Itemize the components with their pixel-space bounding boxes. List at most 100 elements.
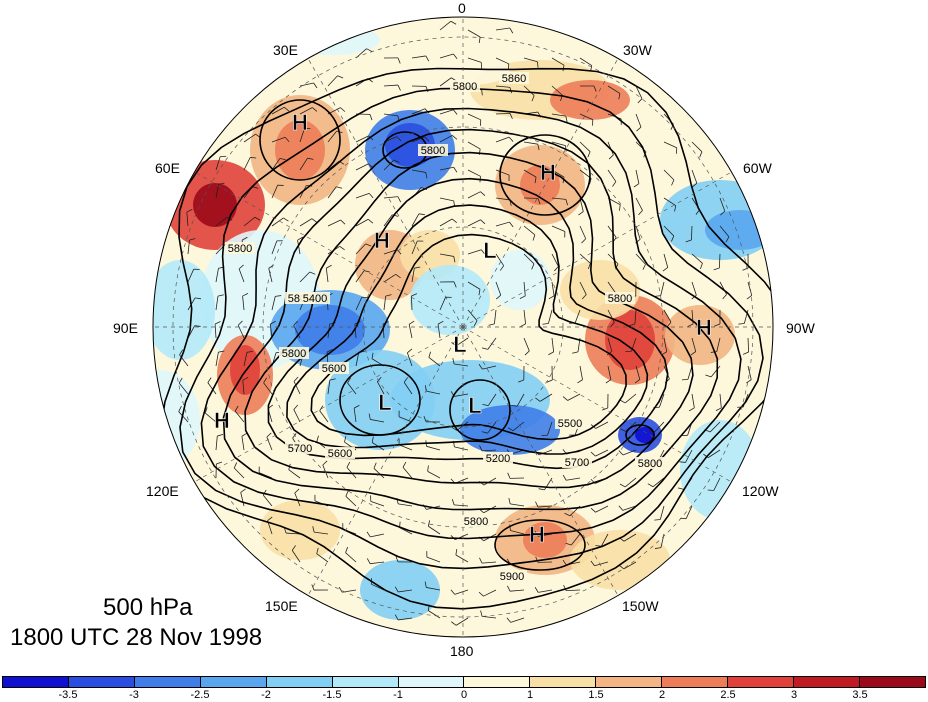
wind-barb xyxy=(523,309,526,324)
wind-barb-flag xyxy=(336,186,343,189)
wind-barb-flag xyxy=(481,89,483,96)
wind-barb xyxy=(713,477,721,491)
lon-120w: 120W xyxy=(742,483,779,499)
wind-barb-flag xyxy=(671,235,675,242)
wind-barb xyxy=(241,436,245,451)
wind-barb-flag xyxy=(578,211,584,216)
wind-barb xyxy=(426,390,441,395)
wind-barb xyxy=(551,337,555,352)
wind-barb xyxy=(271,296,276,311)
wind-barb-flag xyxy=(316,547,319,554)
svg-text:5500: 5500 xyxy=(558,418,582,430)
wind-barb xyxy=(286,532,301,535)
contour-label: 5400 xyxy=(300,292,330,305)
wind-barb xyxy=(579,57,592,66)
wind-barb xyxy=(439,53,454,59)
wind-barb xyxy=(355,243,366,255)
wind-barb-flag xyxy=(478,36,481,43)
wind-barb xyxy=(510,503,525,507)
wind-barb xyxy=(215,268,219,283)
svg-text:5600: 5600 xyxy=(322,363,346,375)
wind-barb-flag xyxy=(396,136,402,142)
colorbar-swatch xyxy=(596,677,663,687)
wind-barb-flag xyxy=(237,320,243,326)
svg-text:5800: 5800 xyxy=(453,81,477,93)
wind-barb-flag xyxy=(593,85,597,92)
wind-barb xyxy=(186,212,189,227)
wind-barb xyxy=(439,166,454,171)
wind-barb xyxy=(635,365,641,380)
wind-barb xyxy=(654,421,665,433)
wind-barb-flag xyxy=(451,621,457,626)
wind-barb xyxy=(467,57,482,63)
wind-barb xyxy=(355,135,369,143)
wind-barb-flag xyxy=(337,75,344,79)
wind-barb-flag xyxy=(452,358,455,365)
wind-barb xyxy=(467,113,481,121)
wind-barb xyxy=(439,253,454,257)
wind-barb xyxy=(299,128,305,143)
wind-barb-flag xyxy=(511,405,518,407)
wind-barb-flag xyxy=(548,351,554,356)
wind-barb-flag xyxy=(480,219,486,225)
pressure-centers: H H H H H H L L L L xyxy=(214,110,712,548)
wind-barb xyxy=(607,309,615,323)
colorbar-tick-label: -1.5 xyxy=(322,689,342,701)
wind-barb xyxy=(411,213,420,227)
lon-150w: 150W xyxy=(622,598,659,614)
wind-barb-flag xyxy=(254,216,261,221)
wind-barb-flag xyxy=(481,347,488,350)
wind-barb-flag xyxy=(564,512,571,517)
wind-barb xyxy=(624,477,637,488)
wind-barb-flag xyxy=(366,48,372,52)
wind-barb xyxy=(495,85,510,88)
anomaly-blob xyxy=(490,250,550,310)
high-pressure-center: H xyxy=(374,228,390,253)
wind-barb-flag xyxy=(638,210,643,216)
wind-barb xyxy=(207,382,217,395)
wind-barb-flag xyxy=(554,266,559,272)
height-contour xyxy=(267,177,669,470)
wind-barb xyxy=(467,249,482,255)
wind-barb-flag xyxy=(534,587,539,593)
wind-barb-flag xyxy=(424,581,427,588)
wind-barb xyxy=(579,113,593,121)
meridian-line xyxy=(194,326,464,483)
svg-text:5700: 5700 xyxy=(565,457,589,469)
latitude-circle xyxy=(362,226,564,428)
wind-barb-flag xyxy=(284,136,290,143)
wind-barb xyxy=(634,309,637,324)
wind-barb-flag xyxy=(369,114,373,121)
wind-barb-flag xyxy=(722,294,727,300)
wind-barb-flag xyxy=(326,349,333,353)
low-pressure-center: L xyxy=(453,332,466,357)
wind-barb xyxy=(538,589,553,593)
wind-barb xyxy=(607,281,617,294)
wind-barb xyxy=(510,589,525,592)
wind-barb xyxy=(345,496,357,507)
wind-barb xyxy=(370,533,385,538)
wind-barb xyxy=(455,554,469,563)
wind-barb xyxy=(426,556,441,563)
wind-barb-flag xyxy=(542,323,549,325)
wind-barb-flag xyxy=(743,351,749,355)
wind-barb-flag xyxy=(425,55,430,62)
wind-barb xyxy=(327,219,341,227)
wind-barb xyxy=(487,393,497,406)
wind-barb xyxy=(663,197,676,206)
wind-barb xyxy=(426,445,441,451)
wind-barb xyxy=(467,281,481,290)
wind-barb-flag xyxy=(373,462,377,469)
wind-barb-flag xyxy=(688,407,695,412)
contour-label: 5800 xyxy=(279,347,309,360)
wind-barb xyxy=(551,141,566,147)
anomaly-blob xyxy=(550,80,630,120)
wind-barb xyxy=(456,337,469,347)
wind-barb-flag xyxy=(293,376,299,382)
wind-barb-flag xyxy=(326,264,332,269)
wind-barb xyxy=(327,160,340,171)
wind-barb xyxy=(495,136,510,143)
wind-barb-flag xyxy=(715,407,722,411)
wind-barb xyxy=(439,197,454,202)
wind-barb xyxy=(607,337,613,352)
